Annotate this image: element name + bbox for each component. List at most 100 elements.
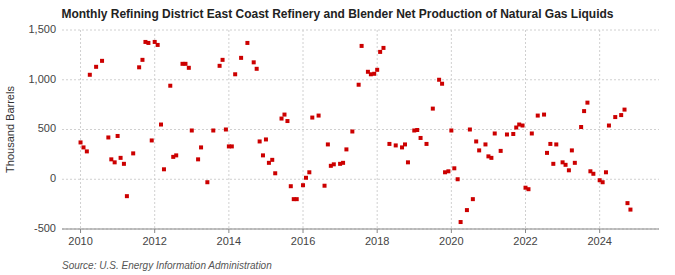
point [372, 72, 376, 76]
points [79, 40, 633, 224]
y-grid-line [62, 30, 659, 31]
point [174, 153, 178, 157]
point [119, 156, 123, 160]
y-grid-line [62, 229, 659, 230]
point [270, 158, 274, 162]
point [456, 177, 460, 181]
point [301, 183, 305, 187]
x-grid-line [80, 30, 81, 229]
x-tick-label: 2014 [217, 235, 241, 247]
point [465, 208, 469, 212]
point [425, 142, 429, 146]
point [499, 149, 503, 153]
source-note: Source: U.S. Energy Information Administ… [62, 260, 272, 271]
point [282, 113, 286, 117]
x-tick-label: 2022 [513, 235, 537, 247]
point [116, 134, 120, 138]
point [381, 46, 385, 50]
point [94, 65, 98, 69]
point [394, 143, 398, 147]
point [591, 172, 595, 176]
point [526, 187, 530, 191]
point [332, 162, 336, 166]
point [564, 163, 568, 167]
x-tick-label: 2012 [142, 235, 166, 247]
y-tick-label: 500 [38, 122, 56, 134]
y-grid-line [62, 129, 659, 130]
point [273, 171, 277, 175]
point [548, 142, 552, 146]
point [88, 73, 92, 77]
point [323, 184, 327, 188]
point [573, 161, 577, 165]
point [446, 169, 450, 173]
x-tick-label: 2024 [587, 235, 611, 247]
point [183, 62, 187, 66]
point [295, 197, 299, 201]
x-tick [154, 229, 155, 233]
point [536, 114, 540, 118]
point [625, 201, 629, 205]
y-grid-line [62, 79, 659, 80]
point [199, 145, 203, 149]
point [310, 116, 314, 120]
point [511, 132, 515, 136]
point [493, 131, 497, 135]
point [471, 197, 475, 201]
point [360, 44, 364, 48]
point [230, 144, 234, 148]
point [307, 170, 311, 174]
point [357, 83, 361, 87]
point [255, 67, 259, 71]
point [623, 108, 627, 112]
y-grid-line [62, 179, 659, 180]
point [554, 142, 558, 146]
point [344, 147, 348, 151]
point [85, 149, 89, 153]
x-tick [451, 229, 452, 233]
point [187, 66, 191, 70]
point [567, 168, 571, 172]
point [211, 128, 215, 132]
point [489, 156, 493, 160]
point [168, 84, 172, 88]
x-grid-line [599, 30, 600, 229]
point [452, 166, 456, 170]
point [146, 41, 150, 45]
point [378, 50, 382, 54]
point [542, 113, 546, 117]
point [459, 220, 463, 224]
point [440, 82, 444, 86]
chart: -50005001,0001,5002010201220142016201820… [0, 0, 675, 275]
x-grid-line [303, 30, 304, 229]
point [570, 148, 574, 152]
point [100, 59, 104, 63]
point [477, 148, 481, 152]
point [190, 128, 194, 132]
x-tick [80, 229, 81, 233]
point [224, 128, 228, 132]
point [468, 128, 472, 132]
point [264, 137, 268, 141]
point [375, 68, 379, 72]
x-axis-line [62, 229, 659, 230]
x-tick [228, 229, 229, 233]
point [419, 136, 423, 140]
axes: -50005001,0001,5002010201220142016201820… [28, 23, 659, 247]
point [449, 128, 453, 132]
point [341, 161, 345, 165]
x-tick-label: 2010 [68, 235, 92, 247]
point [613, 115, 617, 119]
point [140, 58, 144, 62]
point [505, 132, 509, 136]
point [221, 58, 225, 62]
point [483, 142, 487, 146]
point [628, 208, 632, 212]
x-tick [303, 229, 304, 233]
point [604, 170, 608, 174]
point [159, 123, 163, 127]
point [150, 138, 154, 142]
point [156, 43, 160, 47]
point [106, 135, 110, 139]
point [233, 72, 237, 76]
